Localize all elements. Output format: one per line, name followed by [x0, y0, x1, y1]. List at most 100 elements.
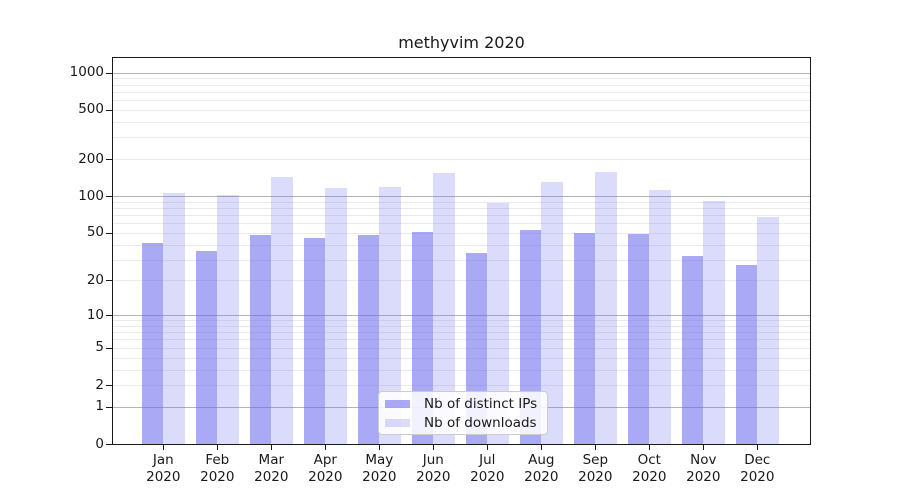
gridline-minor — [113, 332, 810, 334]
x-tick-mark — [649, 445, 651, 450]
bar-downloads-mar — [271, 176, 293, 444]
gridline-minor — [113, 109, 810, 111]
x-tick-mark — [217, 445, 219, 450]
y-tick-label-0: 0 — [95, 435, 104, 452]
x-tick-label-jan: Jan 2020 — [146, 452, 181, 485]
bar-ips-jun — [411, 231, 434, 444]
bar-ips-sep — [573, 232, 596, 444]
gridline-minor — [113, 325, 810, 327]
gridline-minor — [113, 214, 810, 216]
bar-ips-mar — [249, 234, 272, 444]
x-tick-label-mar: Mar 2020 — [254, 452, 289, 485]
gridline-minor — [113, 320, 810, 322]
y-tick-mark — [106, 347, 112, 349]
x-tick-label-dec: Dec 2020 — [740, 452, 775, 485]
y-tick-label-50: 50 — [86, 224, 104, 241]
gridline-minor — [113, 84, 810, 86]
gridline-minor — [113, 357, 810, 359]
chart-title: methyvim 2020 — [398, 33, 525, 52]
gridline-minor — [113, 280, 810, 282]
y-tick-mark — [106, 72, 112, 74]
bar-ips-jan — [141, 243, 164, 444]
gridline-major — [113, 72, 810, 74]
gridline-major — [113, 315, 810, 317]
x-tick-label-apr: Apr 2020 — [308, 452, 343, 485]
y-tick-mark — [106, 385, 112, 386]
y-tick-label-5: 5 — [95, 339, 104, 356]
x-tick-mark — [757, 445, 759, 450]
legend-swatch-distinct-ips — [385, 399, 410, 408]
gridline-minor — [113, 232, 810, 234]
gridline-minor — [113, 207, 810, 209]
y-tick-mark — [106, 444, 112, 445]
bar-downloads-jun — [433, 173, 455, 444]
bar-downloads-nov — [703, 201, 725, 444]
bar-ips-may — [357, 234, 380, 444]
x-tick-label-aug: Aug 2020 — [524, 452, 559, 485]
gridline-minor — [113, 259, 810, 261]
y-tick-label-20: 20 — [86, 271, 104, 288]
y-tick-label-200: 200 — [78, 150, 104, 167]
bar-ips-aug — [519, 229, 542, 444]
gridline-minor — [113, 121, 810, 123]
y-tick-label-2: 2 — [95, 376, 104, 393]
bar-downloads-feb — [217, 195, 239, 444]
x-tick-label-oct: Oct 2020 — [632, 452, 667, 485]
gridline-minor — [113, 385, 810, 386]
x-tick-mark — [703, 445, 705, 450]
y-tick-mark — [106, 196, 112, 197]
gridline-minor — [113, 223, 810, 225]
x-tick-mark — [163, 445, 165, 450]
x-tick-mark — [541, 445, 543, 450]
gridline-minor — [113, 201, 810, 203]
x-tick-label-sep: Sep 2020 — [578, 452, 613, 485]
x-tick-mark — [487, 445, 489, 450]
y-tick-mark — [106, 159, 112, 160]
bar-downloads-jan — [163, 193, 185, 444]
bar-downloads-aug — [541, 182, 563, 444]
gridline-minor — [113, 347, 810, 349]
bar-downloads-oct — [649, 190, 671, 444]
legend-label-distinct-ips: Nb of distinct IPs — [424, 395, 538, 412]
bar-downloads-sep — [595, 171, 617, 444]
x-tick-label-nov: Nov 2020 — [686, 452, 721, 485]
y-tick-mark — [106, 109, 112, 111]
legend-item-distinct-ips: Nb of distinct IPs — [385, 394, 539, 413]
y-tick-mark — [106, 232, 112, 234]
y-tick-mark — [106, 315, 112, 317]
y-tick-label-1000: 1000 — [69, 64, 104, 81]
gridline-minor — [113, 244, 810, 246]
gridline-minor — [113, 369, 810, 371]
bar-ips-dec — [735, 264, 758, 444]
bar-downloads-dec — [757, 216, 779, 444]
bar-downloads-jul — [487, 202, 509, 444]
x-tick-label-jul: Jul 2020 — [470, 452, 505, 485]
gridline-minor — [113, 137, 810, 139]
legend-swatch-downloads — [385, 418, 410, 427]
y-tick-label-10: 10 — [86, 306, 104, 323]
bar-downloads-may — [379, 187, 401, 444]
bar-ips-feb — [195, 251, 218, 444]
y-tick-label-500: 500 — [78, 101, 104, 118]
x-tick-label-feb: Feb 2020 — [200, 452, 235, 485]
x-tick-mark — [325, 445, 327, 450]
bar-ips-apr — [303, 238, 326, 444]
y-tick-label-1: 1 — [95, 398, 104, 415]
y-tick-label-100: 100 — [78, 187, 104, 204]
x-tick-mark — [595, 445, 597, 450]
y-tick-mark — [106, 406, 112, 408]
plot-area — [112, 57, 811, 445]
bar-ips-nov — [681, 256, 704, 444]
legend-item-downloads: Nb of downloads — [385, 413, 539, 432]
x-tick-mark — [271, 445, 273, 450]
gridline-major — [113, 196, 810, 197]
legend: Nb of distinct IPs Nb of downloads — [378, 391, 548, 435]
gridline-minor — [113, 91, 810, 93]
gridline-minor — [113, 339, 810, 341]
x-tick-label-jun: Jun 2020 — [416, 452, 451, 485]
x-tick-mark — [379, 445, 381, 450]
gridline-minor — [113, 78, 810, 80]
bar-downloads-apr — [325, 188, 347, 444]
legend-label-downloads: Nb of downloads — [424, 414, 537, 431]
